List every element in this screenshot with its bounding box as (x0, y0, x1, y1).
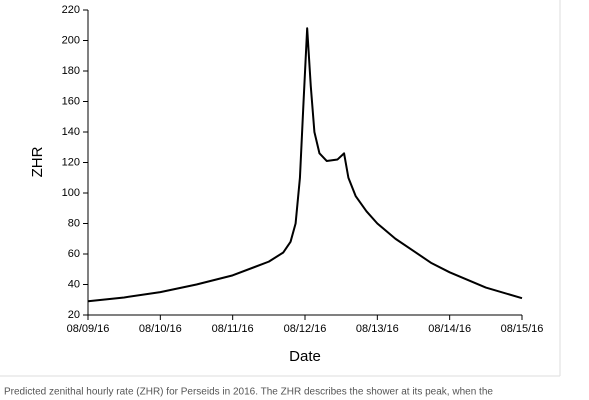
x-tick-label: 08/11/16 (212, 323, 254, 335)
y-tick-label: 60 (68, 248, 80, 260)
x-tick-label: 08/10/16 (139, 323, 182, 335)
y-tick-label: 80 (68, 217, 80, 229)
y-tick-label: 200 (62, 34, 80, 46)
line (87, 27, 523, 303)
y-tick-label: 100 (62, 187, 80, 199)
x-tick-label: 08/12/16 (284, 323, 327, 335)
y-tick-label: 220 (62, 4, 80, 16)
x-tick-label: 08/14/16 (428, 323, 471, 335)
x-tick-label: 08/15/16 (501, 323, 544, 335)
y-tick-label: 40 (68, 278, 80, 290)
x-axis-label: Date (289, 348, 321, 365)
y-tick-label: 120 (62, 156, 80, 168)
y-tick-label: 20 (68, 309, 80, 321)
y-tick-label: 140 (62, 126, 80, 138)
y-tick-label: 160 (62, 95, 80, 107)
y-tick-label: 180 (62, 65, 80, 77)
y-axis-label: ZHR (29, 146, 46, 177)
x-tick-label: 08/13/16 (356, 323, 399, 335)
caption: Predicted zenithal hourly rate (ZHR) for… (4, 387, 493, 398)
x-tick-label: 08/09/16 (67, 323, 110, 335)
